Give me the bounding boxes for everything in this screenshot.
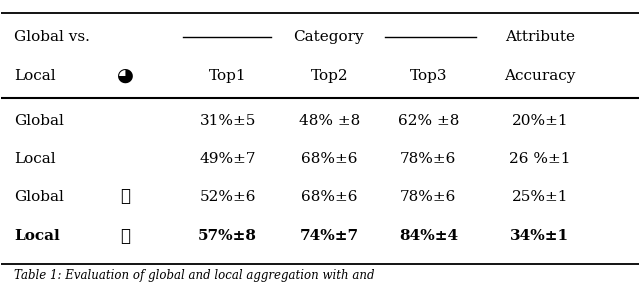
Text: 57%±8: 57%±8	[198, 229, 257, 243]
Text: 52%±6: 52%±6	[199, 190, 256, 204]
Text: 26 %±1: 26 %±1	[509, 152, 571, 166]
Text: 78%±6: 78%±6	[400, 190, 456, 204]
Text: 20%±1: 20%±1	[511, 114, 568, 128]
Text: Local: Local	[14, 152, 56, 166]
Text: 25%±1: 25%±1	[511, 190, 568, 204]
Text: 68%±6: 68%±6	[301, 190, 358, 204]
Text: 62% ±8: 62% ±8	[397, 114, 459, 128]
Text: 84%±4: 84%±4	[399, 229, 458, 243]
Text: Attribute: Attribute	[505, 30, 575, 44]
Text: Local: Local	[14, 69, 56, 83]
Text: 74%±7: 74%±7	[300, 229, 359, 243]
Text: 78%±6: 78%±6	[400, 152, 456, 166]
Text: Global: Global	[14, 190, 64, 204]
Text: ◕: ◕	[117, 67, 134, 85]
Text: Global: Global	[14, 114, 64, 128]
Text: 68%±6: 68%±6	[301, 152, 358, 166]
Text: Category: Category	[292, 30, 364, 44]
Text: Table 1: Evaluation of global and local aggregation with and: Table 1: Evaluation of global and local …	[14, 269, 374, 282]
Text: Top3: Top3	[410, 69, 447, 83]
Text: ✓: ✓	[121, 188, 131, 205]
Text: Local: Local	[14, 229, 60, 243]
Text: Top2: Top2	[311, 69, 348, 83]
Text: Global vs.: Global vs.	[14, 30, 90, 44]
Text: ✓: ✓	[121, 228, 131, 245]
Text: 34%±1: 34%±1	[510, 229, 570, 243]
Text: 31%±5: 31%±5	[200, 114, 256, 128]
Text: 48% ±8: 48% ±8	[299, 114, 360, 128]
Text: Top1: Top1	[209, 69, 246, 83]
Text: Accuracy: Accuracy	[504, 69, 575, 83]
Text: 49%±7: 49%±7	[199, 152, 256, 166]
